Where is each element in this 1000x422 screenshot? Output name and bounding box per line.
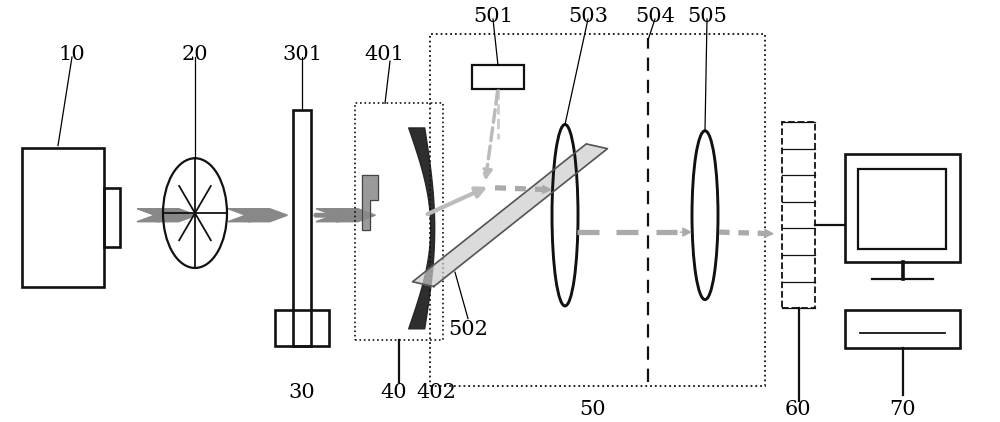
Polygon shape	[228, 209, 268, 222]
Bar	[293, 110, 311, 346]
Bar	[430, 34, 765, 386]
Bar	[472, 65, 524, 89]
Bar	[104, 188, 120, 247]
Bar	[858, 169, 946, 249]
Text: 401: 401	[364, 45, 404, 65]
Polygon shape	[137, 209, 177, 222]
Text: 402: 402	[416, 383, 456, 402]
Text: 50: 50	[580, 400, 606, 419]
Text: 40: 40	[381, 383, 407, 402]
Polygon shape	[362, 175, 378, 230]
Bar	[275, 310, 329, 346]
Bar	[782, 122, 815, 308]
Text: 501: 501	[473, 7, 513, 27]
Polygon shape	[248, 209, 287, 222]
Text: 60: 60	[785, 400, 811, 419]
Text: 503: 503	[568, 7, 608, 27]
Bar	[22, 148, 104, 287]
Text: 502: 502	[448, 319, 488, 339]
Text: 10: 10	[59, 45, 85, 65]
Bar	[355, 103, 443, 340]
Text: 20: 20	[182, 45, 208, 65]
Polygon shape	[316, 209, 356, 222]
Polygon shape	[157, 209, 196, 222]
Text: 70: 70	[890, 400, 916, 419]
Text: 301: 301	[282, 45, 322, 65]
Text: 504: 504	[635, 7, 675, 27]
Text: 30: 30	[289, 383, 315, 402]
Bar	[845, 310, 960, 348]
Bar	[845, 154, 960, 262]
Polygon shape	[413, 144, 607, 287]
Polygon shape	[336, 209, 375, 222]
Text: 505: 505	[687, 7, 727, 27]
